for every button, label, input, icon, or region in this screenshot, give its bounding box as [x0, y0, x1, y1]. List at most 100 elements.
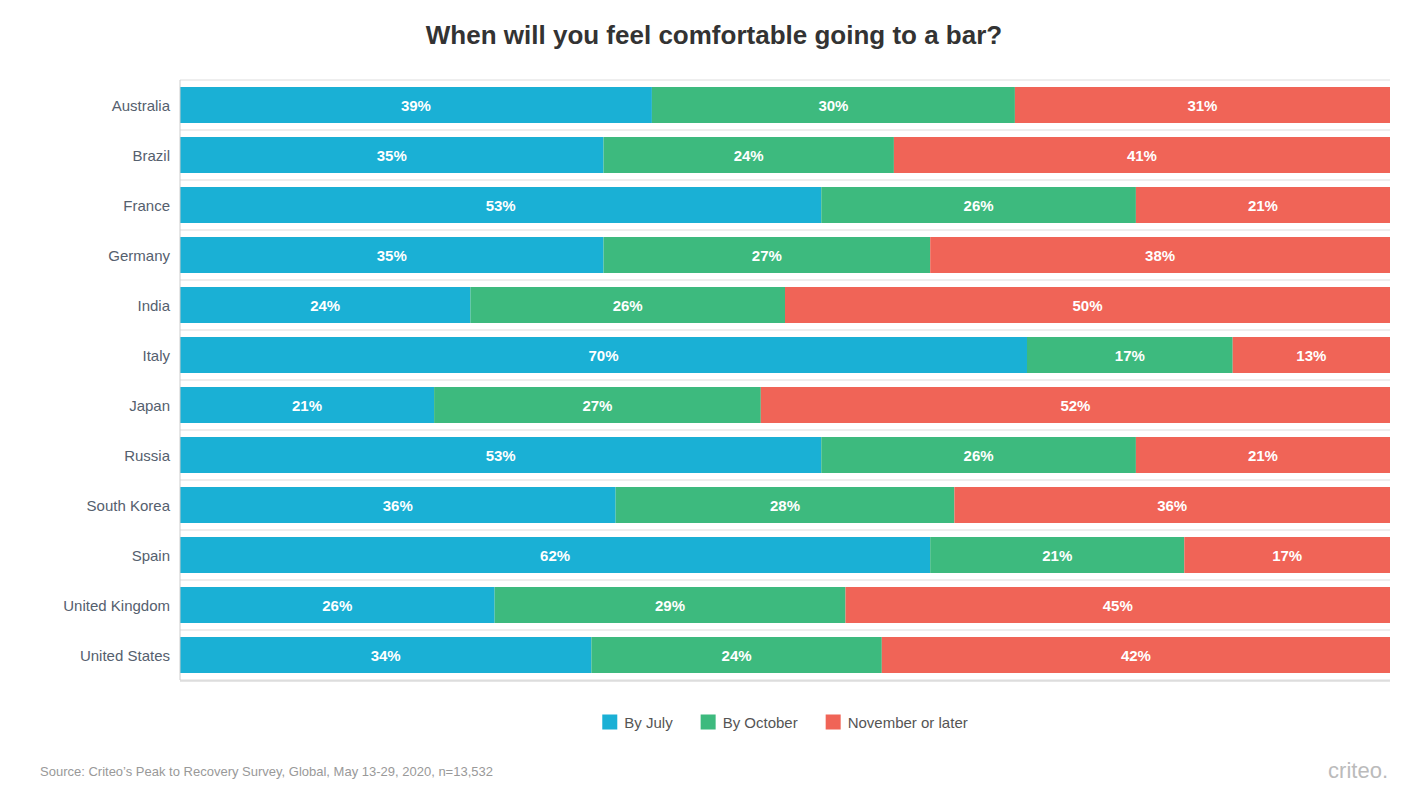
- bar-segment: [180, 237, 604, 273]
- bar-segment: [180, 287, 470, 323]
- row-separator: [180, 129, 1390, 131]
- bar-segment: [180, 387, 434, 423]
- y-axis-line: [180, 80, 181, 680]
- bar-segment: [180, 437, 821, 473]
- data-label: 29%: [655, 597, 685, 614]
- category-label: United States: [80, 647, 170, 664]
- data-label: 26%: [613, 297, 643, 314]
- data-label: 30%: [818, 97, 848, 114]
- data-label: 21%: [1248, 447, 1278, 464]
- bars: [180, 87, 1390, 673]
- x-axis-line: [180, 681, 1390, 682]
- row-separator: [180, 79, 1390, 81]
- bar-segment: [180, 587, 495, 623]
- data-label: 52%: [1060, 397, 1090, 414]
- chart: When will you feel comfortable going to …: [0, 0, 1428, 794]
- bar-segment: [591, 637, 881, 673]
- category-label: Spain: [132, 547, 170, 564]
- bar-segment: [180, 637, 591, 673]
- data-label: 53%: [486, 447, 516, 464]
- category-label: India: [137, 297, 170, 314]
- data-label: 62%: [540, 547, 570, 564]
- legend: By July By October November or later: [602, 714, 967, 731]
- row-separator: [180, 679, 1390, 681]
- data-label: 24%: [722, 647, 752, 664]
- bar-segment: [785, 287, 1390, 323]
- y-tick-labels: AustraliaBrazilFranceGermanyIndiaItalyJa…: [63, 97, 170, 664]
- data-label: 17%: [1272, 547, 1302, 564]
- data-label: 45%: [1103, 597, 1133, 614]
- legend-swatch: [602, 715, 617, 730]
- legend-swatch: [701, 715, 716, 730]
- category-label: South Korea: [87, 497, 171, 514]
- data-label: 35%: [377, 247, 407, 264]
- data-label: 26%: [322, 597, 352, 614]
- data-label: 31%: [1187, 97, 1217, 114]
- data-label: 27%: [752, 247, 782, 264]
- title: When will you feel comfortable going to …: [426, 20, 1002, 50]
- data-label: 24%: [310, 297, 340, 314]
- bar-segment: [821, 187, 1136, 223]
- row-separator: [180, 479, 1390, 481]
- data-label: 21%: [1248, 197, 1278, 214]
- legend-label: By July: [624, 714, 673, 731]
- bar-segment: [180, 487, 616, 523]
- data-label: 17%: [1115, 347, 1145, 364]
- row-separator: [180, 429, 1390, 431]
- bar-segment: [434, 387, 761, 423]
- data-label: 41%: [1127, 147, 1157, 164]
- data-label: 38%: [1145, 247, 1175, 264]
- data-label: 27%: [582, 397, 612, 414]
- source-note: Source: Criteo’s Peak to Recovery Survey…: [40, 764, 493, 779]
- data-label: 39%: [401, 97, 431, 114]
- bar-segment: [1233, 337, 1390, 373]
- data-label: 13%: [1296, 347, 1326, 364]
- legend-swatch: [826, 715, 841, 730]
- bar-segment: [604, 237, 931, 273]
- bar-segment: [930, 237, 1390, 273]
- bar-segment: [1136, 187, 1390, 223]
- row-separator: [180, 629, 1390, 631]
- data-label: 35%: [377, 147, 407, 164]
- category-label: Japan: [129, 397, 170, 414]
- bar-segment: [616, 487, 955, 523]
- row-separator: [180, 379, 1390, 381]
- data-label: 36%: [1157, 497, 1187, 514]
- data-label: 21%: [292, 397, 322, 414]
- data-label: 42%: [1121, 647, 1151, 664]
- bar-segment: [180, 137, 604, 173]
- data-label: 26%: [964, 447, 994, 464]
- data-label: 24%: [734, 147, 764, 164]
- bar-segment: [846, 587, 1391, 623]
- bar-segment: [604, 137, 894, 173]
- category-label: Australia: [112, 97, 171, 114]
- data-label: 26%: [964, 197, 994, 214]
- legend-label: November or later: [848, 714, 968, 731]
- category-label: Russia: [124, 447, 171, 464]
- bar-segment: [930, 537, 1184, 573]
- data-label: 28%: [770, 497, 800, 514]
- data-label: 70%: [588, 347, 618, 364]
- bar-segment: [495, 587, 846, 623]
- data-label: 21%: [1042, 547, 1072, 564]
- row-separator: [180, 179, 1390, 181]
- data-label: 36%: [383, 497, 413, 514]
- category-label: Italy: [142, 347, 170, 364]
- bar-segment: [180, 87, 652, 123]
- bar-segment: [180, 187, 821, 223]
- data-label: 53%: [486, 197, 516, 214]
- legend-label: By October: [723, 714, 798, 731]
- bar-segment: [180, 337, 1027, 373]
- data-label: 34%: [371, 647, 401, 664]
- row-separator: [180, 279, 1390, 281]
- watermark: criteo.: [1328, 758, 1388, 783]
- row-separator: [180, 529, 1390, 531]
- bar-segment: [1027, 337, 1233, 373]
- bar-segment: [882, 637, 1390, 673]
- bar-segment: [894, 137, 1390, 173]
- bar-segment: [470, 287, 785, 323]
- data-label: 50%: [1072, 297, 1102, 314]
- row-separator: [180, 329, 1390, 331]
- bar-segment: [180, 537, 930, 573]
- bar-segment: [954, 487, 1390, 523]
